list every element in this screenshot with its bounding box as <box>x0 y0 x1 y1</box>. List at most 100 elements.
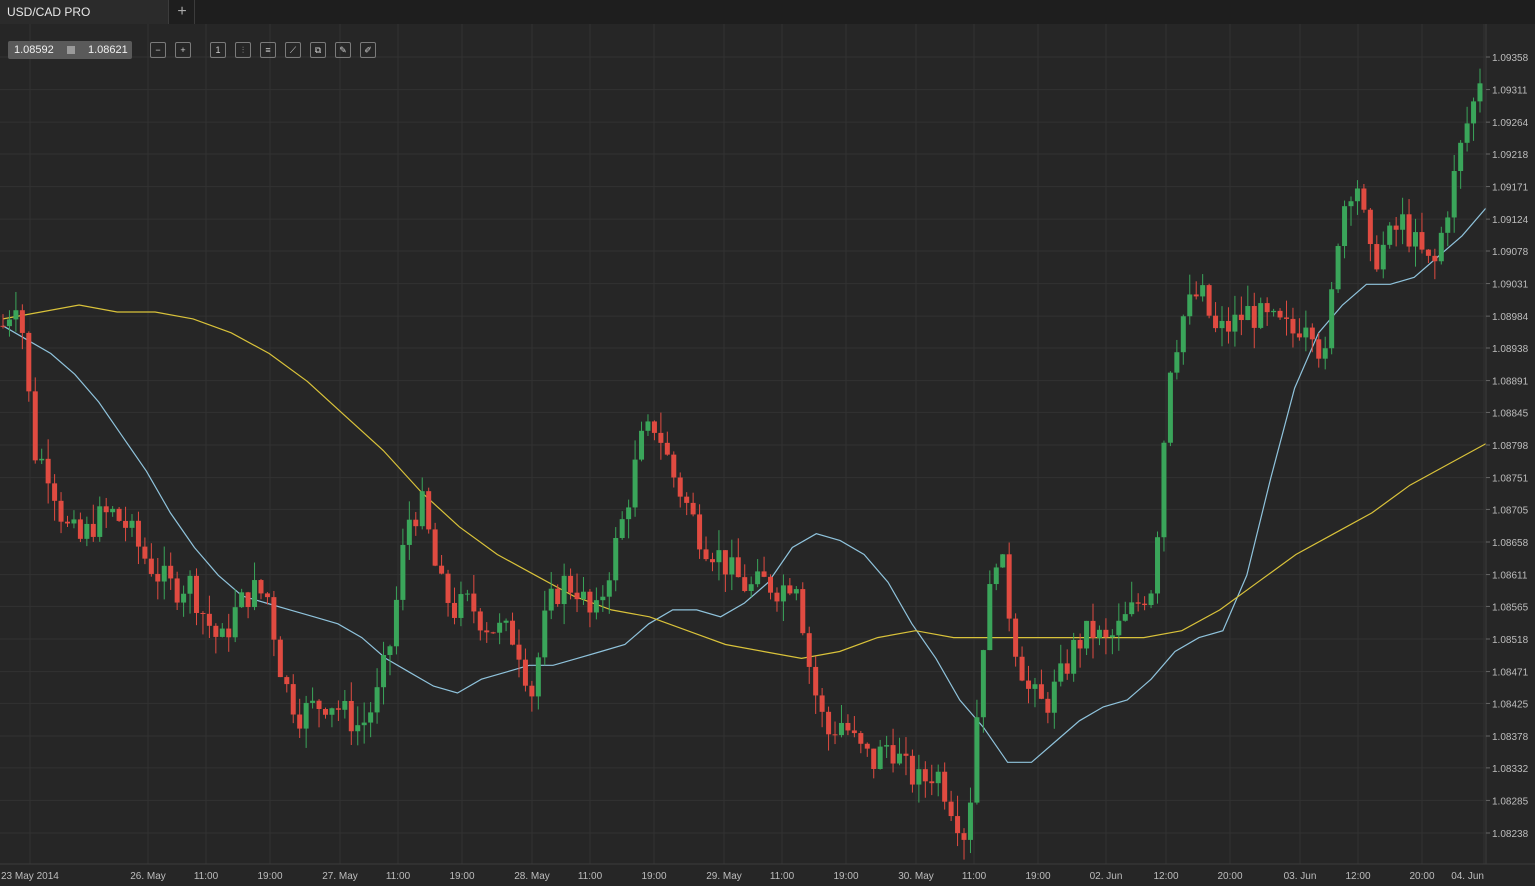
zoom-out-icon[interactable]: − <box>150 42 166 58</box>
time-axis[interactable]: 23 May 2014 26. May 11:00 19:00 27. May 11:00… <box>0 863 1535 882</box>
candle-body <box>400 544 406 600</box>
candle-body <box>219 628 225 637</box>
price-axis[interactable]: 1.09358 1.09311 1.09264 1.09218 1.09171 1.091… <box>1485 24 1529 864</box>
candle-body <box>838 722 844 736</box>
candle-body <box>52 483 58 501</box>
chart-type-candles-icon[interactable]: ⫶ <box>235 42 251 58</box>
price-tick-label: 1.08471 <box>1492 668 1529 679</box>
tab-usdcad[interactable]: USD/CAD PRO <box>0 0 169 24</box>
candle-body <box>1271 310 1277 313</box>
candle-body <box>361 722 367 726</box>
candle-body <box>1026 680 1032 689</box>
candle-body <box>903 753 909 756</box>
candle-body <box>123 520 129 528</box>
candlestick-chart[interactable]: 1.09358 1.09311 1.09264 1.09218 1.09171 1.091… <box>0 24 1535 886</box>
candle-body <box>555 588 561 605</box>
candle-body <box>432 529 438 566</box>
candle-body <box>561 575 567 605</box>
candle-body <box>1277 310 1283 318</box>
timeframe-icon[interactable]: 1 <box>210 42 226 58</box>
candle-body <box>651 421 657 433</box>
price-tick-label: 1.08984 <box>1492 312 1529 323</box>
candle-body <box>374 687 380 713</box>
time-tick-label: 26. May <box>130 871 166 882</box>
candle-body <box>716 550 722 563</box>
candle-body <box>490 632 496 634</box>
candle-body <box>1354 188 1360 202</box>
candle-body <box>1129 602 1135 615</box>
candle-body <box>606 580 612 597</box>
candle-body <box>77 519 83 539</box>
candle-body <box>961 833 967 840</box>
candle-body <box>1380 244 1386 270</box>
price-tick-label: 1.08891 <box>1492 377 1529 388</box>
candle-body <box>1180 316 1186 353</box>
candle-body <box>768 576 774 593</box>
candle-body <box>142 546 148 559</box>
candle-body <box>871 748 877 769</box>
candle-body <box>535 657 541 697</box>
candle-body <box>1090 620 1096 638</box>
candle-body <box>497 622 503 633</box>
candle-body <box>200 612 206 614</box>
candle-body <box>393 599 399 647</box>
plot-background <box>0 24 1535 886</box>
price-tick-label: 1.08611 <box>1492 571 1528 582</box>
price-tick-label: 1.09358 <box>1492 53 1529 64</box>
candle-body <box>303 702 309 729</box>
candle-body <box>426 491 432 530</box>
candle-body <box>1342 206 1348 247</box>
price-tick-label: 1.09311 <box>1492 86 1528 97</box>
candle-body <box>1219 320 1225 329</box>
candle-body <box>1077 639 1083 649</box>
candle-body <box>271 597 277 640</box>
time-tick-label: 11:00 <box>770 871 795 882</box>
candle-body <box>948 801 954 817</box>
compare-icon[interactable]: ⧉ <box>310 42 326 58</box>
candle-body <box>1155 537 1161 594</box>
settings-sliders-icon[interactable]: ≡ <box>260 42 276 58</box>
candle-body <box>1284 317 1290 319</box>
time-tick-label: 19:00 <box>257 871 282 882</box>
tab-bar: USD/CAD PRO + <box>0 0 1535 25</box>
candle-body <box>110 508 116 513</box>
time-tick-label: 11:00 <box>578 871 603 882</box>
indicators-icon[interactable]: ⟋ <box>285 42 301 58</box>
candle-body <box>1296 333 1302 338</box>
candle-body <box>897 753 903 764</box>
candle-body <box>1109 635 1115 638</box>
candle-body <box>690 502 696 515</box>
candle-body <box>858 733 864 744</box>
candle-body <box>955 816 961 834</box>
candle-body <box>922 769 928 782</box>
candle-body <box>316 700 322 710</box>
candle-body <box>451 602 457 618</box>
add-tab-button[interactable]: + <box>170 0 195 24</box>
candle-body <box>1019 656 1025 681</box>
candle-body <box>1225 320 1231 332</box>
candle-body <box>774 592 780 602</box>
ma-slow-line <box>2 304 1487 660</box>
candle-body <box>851 730 857 734</box>
price-tick-label: 1.08798 <box>1492 441 1529 452</box>
candle-body <box>1058 663 1064 682</box>
candle-body <box>722 550 728 575</box>
candle-body <box>45 458 51 484</box>
candle-body <box>26 332 32 392</box>
candle-body <box>1335 246 1341 290</box>
time-tick-label: 19:00 <box>641 871 666 882</box>
draw-icon[interactable]: ✐ <box>360 42 376 58</box>
candle-body <box>1393 225 1399 230</box>
candle-body <box>967 802 973 840</box>
candle-body <box>1264 303 1270 313</box>
candle-body <box>735 557 741 578</box>
candle-body <box>1206 285 1212 316</box>
candle-body <box>39 458 45 461</box>
zoom-in-icon[interactable]: + <box>175 42 191 58</box>
candle-body <box>1148 593 1154 606</box>
edit-icon[interactable]: ✎ <box>335 42 351 58</box>
candle-body <box>639 430 645 460</box>
candle-body <box>522 659 528 686</box>
candle-body <box>600 596 606 601</box>
candle-body <box>116 508 122 521</box>
